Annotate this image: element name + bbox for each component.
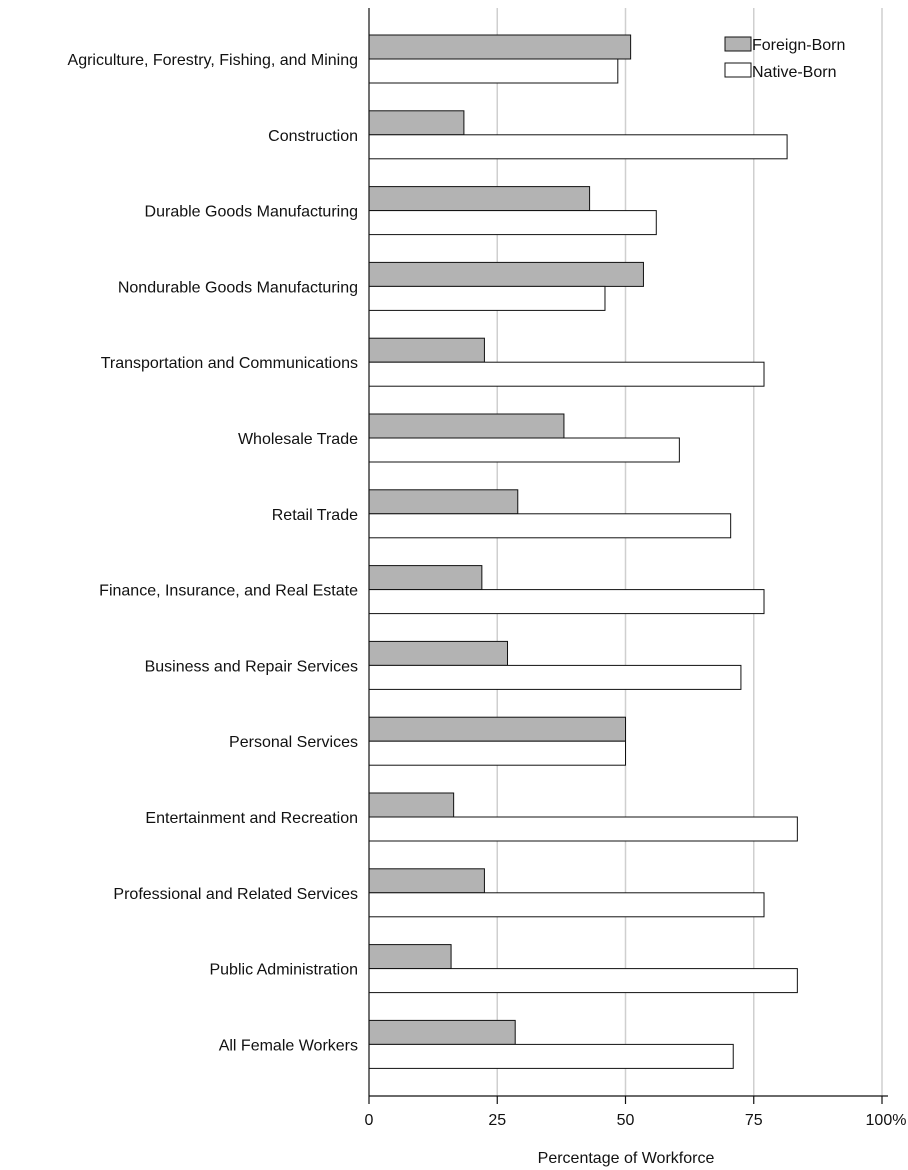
grid-lines xyxy=(496,8,883,1096)
category-label-construction: Construction xyxy=(268,128,358,145)
bar-native-born-business-and-repair-services xyxy=(368,664,742,690)
bar-native-born-wholesale-trade xyxy=(368,437,680,463)
legend-label-native-born: Native-Born xyxy=(752,64,836,81)
category-label-agriculture-forestry-fishing-and-mining: Agriculture, Forestry, Fishing, and Mini… xyxy=(68,52,358,69)
x-tick-labels: 0 25 50 75 100% xyxy=(365,1112,907,1129)
bar-native-born-agriculture-forestry-fishing-and-mining xyxy=(368,58,619,84)
bar-native-born-durable-goods-manufacturing xyxy=(368,210,657,236)
bar-foreign-born-finance-insurance-and-real-estate xyxy=(368,565,483,591)
bar-foreign-born-transportation-and-communications xyxy=(368,337,485,363)
axes xyxy=(368,8,888,1104)
bar-native-born-professional-and-related-services xyxy=(368,892,765,918)
category-label-retail-trade: Retail Trade xyxy=(272,507,358,524)
bar-foreign-born-durable-goods-manufacturing xyxy=(368,186,591,212)
bar-foreign-born-entertainment-and-recreation xyxy=(368,792,455,818)
bar-native-born-construction xyxy=(368,134,788,160)
bar-native-born-retail-trade xyxy=(368,513,732,539)
bar-native-born-entertainment-and-recreation xyxy=(368,816,798,842)
category-label-durable-goods-manufacturing: Durable Goods Manufacturing xyxy=(145,204,358,221)
category-label-all-female-workers: All Female Workers xyxy=(219,1037,358,1054)
x-tick-label-75: 75 xyxy=(745,1112,763,1129)
legend-swatch-native-born xyxy=(724,62,752,78)
category-label-transportation-and-communications: Transportation and Communications xyxy=(101,355,358,372)
bar-foreign-born-business-and-repair-services xyxy=(368,640,509,666)
category-label-finance-insurance-and-real-estate: Finance, Insurance, and Real Estate xyxy=(99,583,358,600)
category-label-personal-services: Personal Services xyxy=(229,734,358,751)
category-labels: Agriculture, Forestry, Fishing, and Mini… xyxy=(68,52,359,1054)
bar-foreign-born-personal-services xyxy=(368,716,626,742)
category-label-public-administration: Public Administration xyxy=(209,962,358,979)
bars xyxy=(368,34,798,1069)
legend: Foreign-Born Native-Born xyxy=(724,36,845,81)
x-tick-label-100: 100% xyxy=(866,1112,907,1129)
bar-foreign-born-retail-trade xyxy=(368,489,519,515)
x-tick-label-50: 50 xyxy=(617,1112,635,1129)
bar-foreign-born-wholesale-trade xyxy=(368,413,565,439)
bar-foreign-born-construction xyxy=(368,110,465,136)
bar-foreign-born-all-female-workers xyxy=(368,1019,516,1045)
x-tick-label-0: 0 xyxy=(365,1112,374,1129)
bar-native-born-personal-services xyxy=(368,740,626,766)
category-label-wholesale-trade: Wholesale Trade xyxy=(238,431,358,448)
bar-native-born-nondurable-goods-manufacturing xyxy=(368,285,606,311)
legend-label-foreign-born: Foreign-Born xyxy=(752,37,845,54)
category-label-entertainment-and-recreation: Entertainment and Recreation xyxy=(145,810,358,827)
category-label-nondurable-goods-manufacturing: Nondurable Goods Manufacturing xyxy=(118,279,358,296)
x-axis-title: Percentage of Workforce xyxy=(538,1150,715,1167)
bar-foreign-born-professional-and-related-services xyxy=(368,868,485,894)
bar-native-born-public-administration xyxy=(368,968,798,994)
bar-foreign-born-public-administration xyxy=(368,944,452,970)
bar-foreign-born-nondurable-goods-manufacturing xyxy=(368,261,644,287)
bar-native-born-transportation-and-communications xyxy=(368,361,765,387)
legend-swatch-foreign-born xyxy=(724,36,752,52)
bar-foreign-born-agriculture-forestry-fishing-and-mining xyxy=(368,34,632,60)
category-label-business-and-repair-services: Business and Repair Services xyxy=(145,658,358,675)
bar-native-born-finance-insurance-and-real-estate xyxy=(368,589,765,615)
bar-native-born-all-female-workers xyxy=(368,1043,734,1069)
category-label-professional-and-related-services: Professional and Related Services xyxy=(113,886,358,903)
x-tick-label-25: 25 xyxy=(488,1112,506,1129)
